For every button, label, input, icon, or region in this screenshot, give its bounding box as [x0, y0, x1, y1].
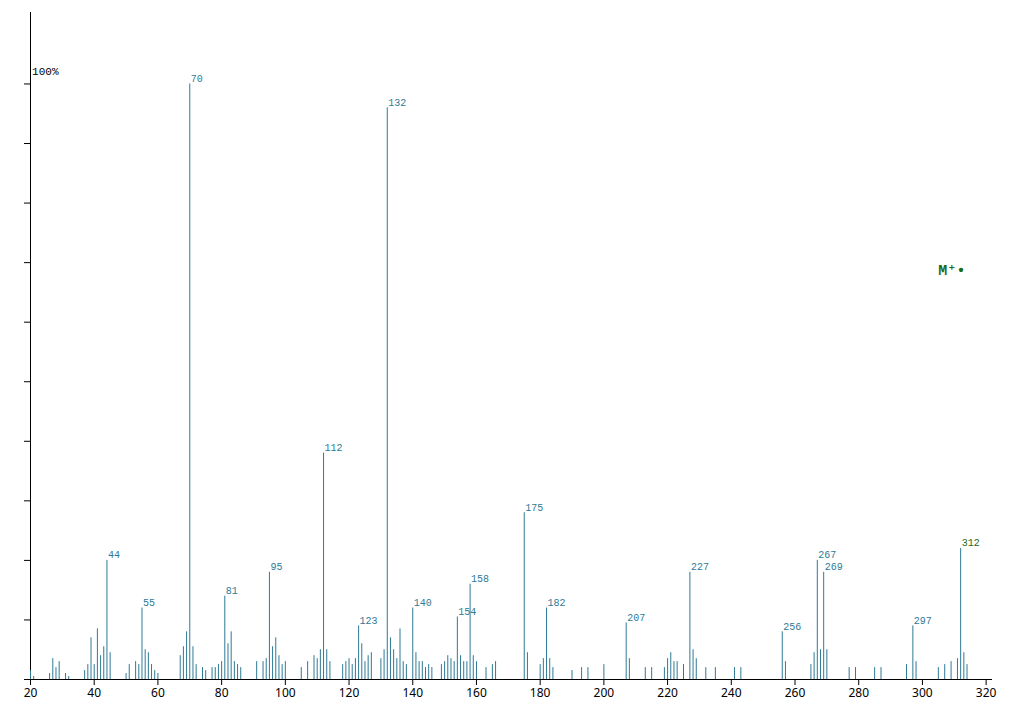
- svg-text:M⁺•: M⁺•: [938, 263, 965, 280]
- svg-text:269: 269: [825, 562, 843, 573]
- svg-text:312: 312: [962, 538, 980, 549]
- svg-text:267: 267: [818, 550, 836, 561]
- svg-text:207: 207: [627, 613, 645, 624]
- svg-text:320: 320: [976, 684, 997, 701]
- svg-text:280: 280: [848, 684, 869, 701]
- svg-text:100%: 100%: [32, 66, 59, 78]
- svg-text:44: 44: [108, 550, 120, 561]
- svg-text:160: 160: [466, 684, 487, 701]
- svg-text:95: 95: [270, 562, 282, 573]
- svg-text:112: 112: [325, 443, 343, 454]
- svg-text:182: 182: [548, 598, 566, 609]
- svg-text:220: 220: [657, 684, 678, 701]
- svg-text:100: 100: [275, 684, 296, 701]
- svg-text:60: 60: [151, 684, 165, 701]
- svg-text:20: 20: [24, 684, 38, 701]
- svg-text:120: 120: [339, 684, 360, 701]
- svg-text:132: 132: [388, 98, 406, 109]
- svg-text:123: 123: [360, 616, 378, 627]
- svg-text:256: 256: [783, 622, 801, 633]
- svg-text:55: 55: [143, 598, 155, 609]
- svg-text:40: 40: [87, 684, 101, 701]
- svg-text:140: 140: [402, 684, 423, 701]
- svg-text:154: 154: [458, 607, 476, 618]
- svg-text:297: 297: [914, 616, 932, 627]
- svg-text:70: 70: [191, 74, 203, 85]
- svg-text:80: 80: [215, 684, 229, 701]
- svg-text:300: 300: [912, 684, 933, 701]
- svg-text:180: 180: [530, 684, 551, 701]
- svg-text:240: 240: [721, 684, 742, 701]
- svg-text:158: 158: [471, 574, 489, 585]
- svg-text:175: 175: [525, 503, 543, 514]
- svg-text:140: 140: [414, 598, 432, 609]
- svg-text:200: 200: [594, 684, 615, 701]
- svg-text:260: 260: [785, 684, 806, 701]
- svg-text:227: 227: [691, 562, 709, 573]
- svg-text:81: 81: [226, 586, 238, 597]
